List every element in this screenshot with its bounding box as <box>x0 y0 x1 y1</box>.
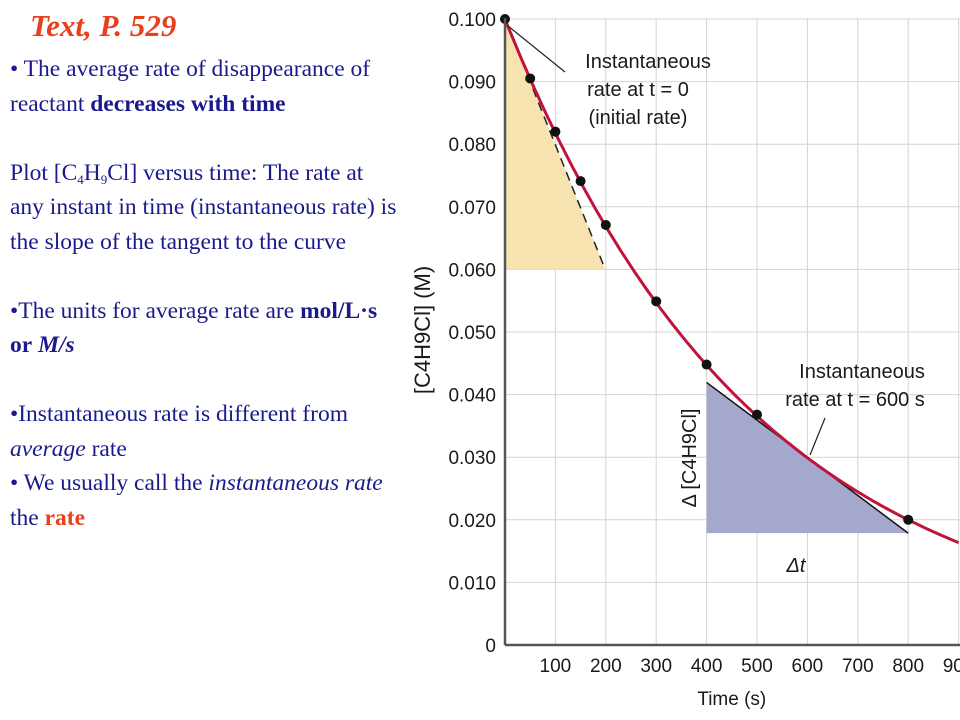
note-call-rate-red: rate <box>44 504 86 531</box>
note-instantaneous-a: •Instantaneous rate is different from <box>10 401 348 427</box>
data-point <box>651 296 662 307</box>
note-units-ms: M/s <box>38 332 75 358</box>
y-axis-label: [C4H9Cl] (M) <box>410 266 435 394</box>
annotation-delta-conc: Δ [C4H9Cl] <box>679 409 701 508</box>
note-call-rate: • We usually call the instantaneous rate… <box>10 466 402 535</box>
data-point <box>550 126 561 137</box>
y-tick-label: 0.040 <box>448 386 496 407</box>
annotation-initial-rate-line3: (initial rate) <box>589 107 688 129</box>
annotation-delta-t: Δt <box>786 555 807 577</box>
data-point <box>600 219 611 230</box>
note-plot-tail: Cl] versus time: <box>107 159 258 186</box>
note-plot-sub-4: 4 <box>77 171 84 187</box>
notes-panel: • The average rate of disappearance of r… <box>10 52 402 535</box>
data-point <box>752 409 762 420</box>
y-tick-label: 0.020 <box>448 511 496 532</box>
y-tick-label: 0.070 <box>448 198 496 219</box>
note-instantaneous-b: rate <box>91 435 127 462</box>
slide-title: Text, P. 529 <box>30 8 177 43</box>
data-point <box>701 359 712 370</box>
y-tick-label: 0.050 <box>448 323 496 344</box>
x-axis-label: Time (s) <box>697 689 766 710</box>
y-tick-label: 0.060 <box>448 260 496 281</box>
note-average-rate-bold: decreases with time <box>90 90 286 117</box>
x-tick-label: 600 <box>792 656 824 677</box>
x-tick-label: 800 <box>892 656 924 677</box>
note-plot-sub-9: 9 <box>100 171 108 187</box>
note-units: •The units for average rate are mol/L·s … <box>10 294 402 363</box>
annotation-rate-600-line1: Instantaneous <box>799 361 925 383</box>
x-tick-label: 500 <box>741 656 773 677</box>
x-tick-label: 300 <box>640 656 672 677</box>
note-average-rate-text: • The average rate of disappearance of r… <box>10 56 371 117</box>
y-tick-label: 0.010 <box>448 573 496 594</box>
note-units-text: •The units for average rate are <box>10 297 295 324</box>
note-units-bold: mol/L·s or <box>10 297 378 359</box>
x-tick-label: 900 <box>943 656 960 677</box>
annotation-initial-pointer <box>507 25 566 73</box>
note-plot: Plot [C4H9Cl] versus time: The rate at a… <box>10 156 402 260</box>
x-tick-label: 400 <box>691 656 723 677</box>
annotation-initial-rate-line1: Instantaneous <box>585 51 711 73</box>
y-tick-label: 0.080 <box>448 135 496 156</box>
note-average-rate: • The average rate of disappearance of r… <box>10 52 402 121</box>
y-tick-label: 0.100 <box>448 10 496 31</box>
data-point <box>575 176 586 187</box>
x-tick-label: 700 <box>842 656 874 677</box>
data-point <box>525 73 536 84</box>
x-tick-label: 100 <box>540 656 572 677</box>
note-plot-body: The rate at any instant in time (instant… <box>10 159 397 255</box>
note-call-rate-a: • We usually call the <box>10 470 203 496</box>
note-instantaneous: •Instantaneous rate is different from av… <box>10 397 402 466</box>
note-instantaneous-em: average <box>10 435 86 462</box>
note-call-rate-b: the <box>10 504 39 531</box>
note-plot-h: H <box>83 159 101 186</box>
y-tick-label: 0 <box>485 636 496 657</box>
data-point <box>903 514 914 525</box>
y-tick-label: 0.090 <box>448 73 496 94</box>
note-call-rate-em: instantaneous rate <box>208 470 383 496</box>
note-plot-lead: Plot [C <box>10 159 78 186</box>
annotation-600-pointer <box>809 417 826 456</box>
y-tick-label: 0.030 <box>448 448 496 469</box>
annotation-rate-600-line2: rate at t = 600 s <box>785 389 925 411</box>
x-tick-label: 200 <box>590 656 622 677</box>
annotation-initial-rate-line2: rate at t = 0 <box>587 79 689 101</box>
